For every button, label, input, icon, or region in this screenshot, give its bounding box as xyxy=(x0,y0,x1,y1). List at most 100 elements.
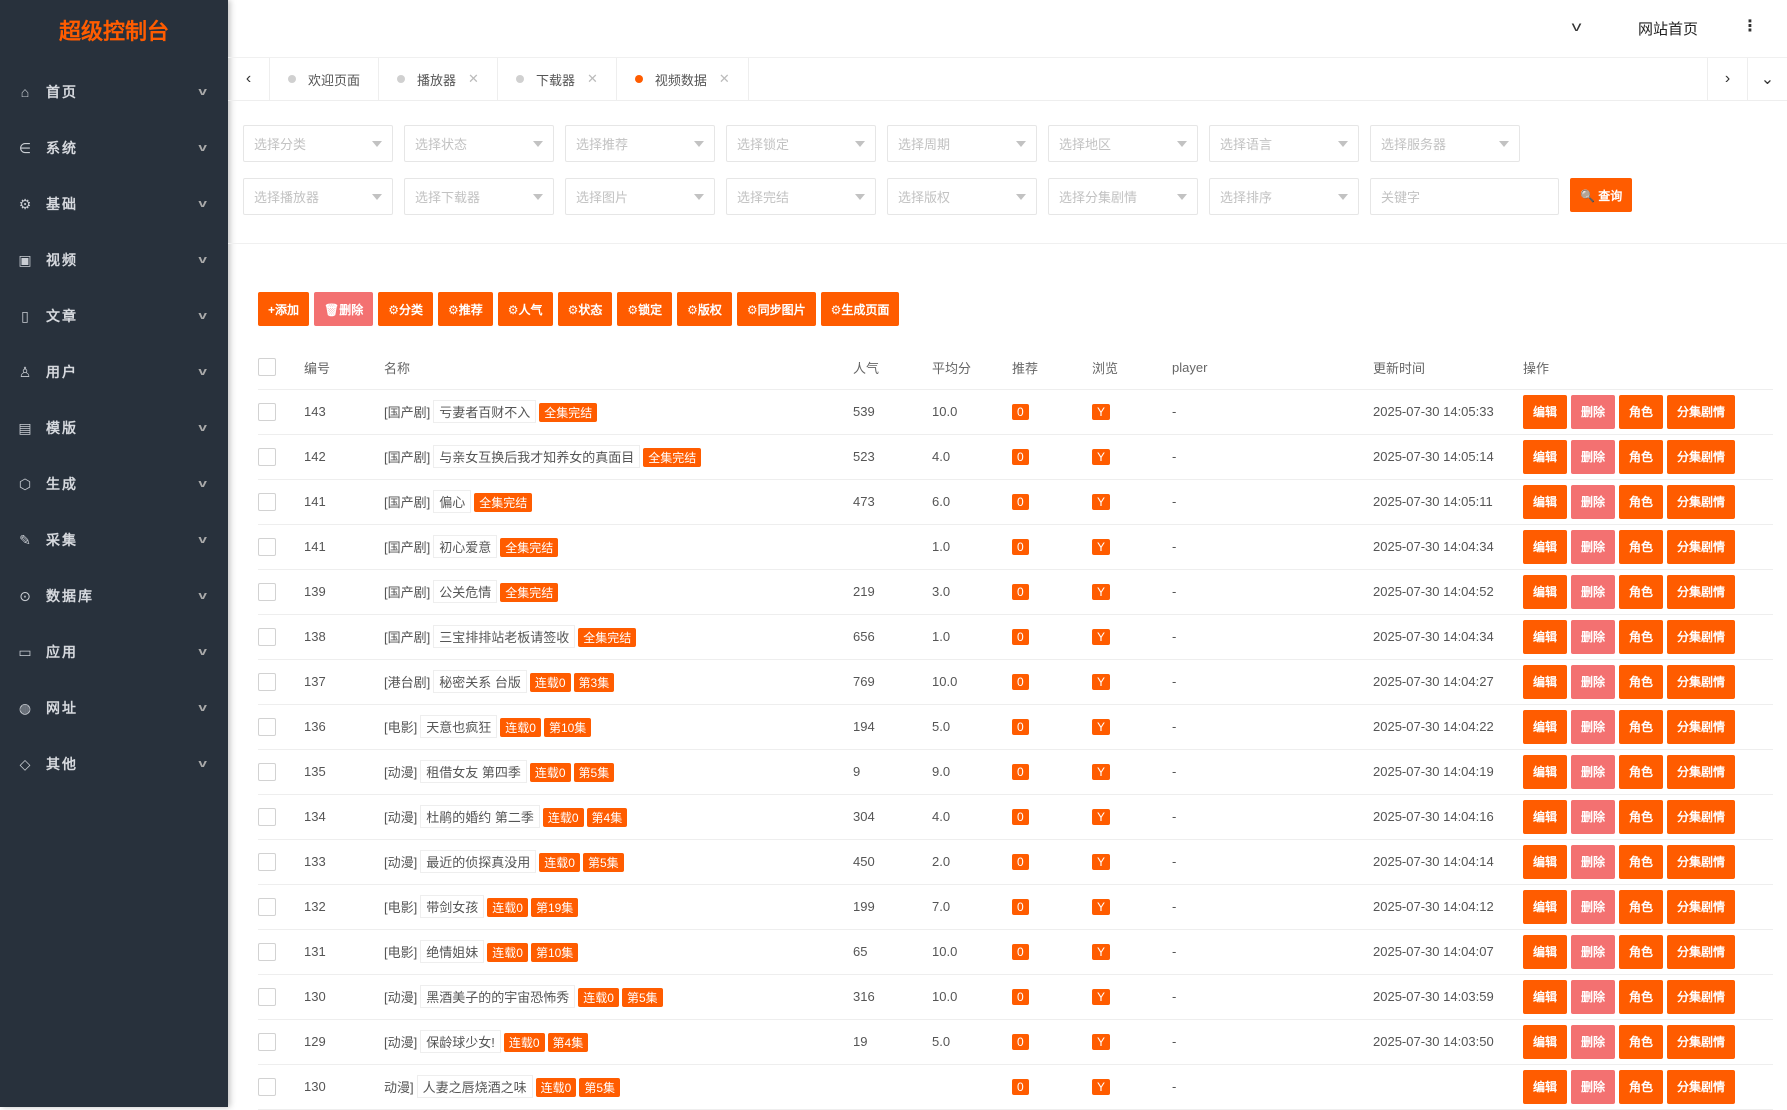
chevron-down-icon[interactable]: v xyxy=(1571,18,1582,34)
sidebar-item[interactable]: ◍ 网址 v xyxy=(0,680,228,736)
tab[interactable]: 播放器 ✕ xyxy=(379,58,498,100)
delete-button[interactable]: 删除 xyxy=(1571,394,1616,429)
recommend-badge[interactable]: 0 xyxy=(1012,853,1029,870)
row-checkbox[interactable] xyxy=(258,897,276,916)
toolbar-button[interactable]: ⚙推荐 xyxy=(438,292,493,326)
delete-button[interactable]: 删除 xyxy=(1571,799,1616,834)
toolbar-button[interactable]: 🗑删除 xyxy=(314,292,374,326)
filter-select[interactable]: 选择推荐 xyxy=(565,125,715,162)
filter-select[interactable]: 选择锁定 xyxy=(726,125,876,162)
edit-button[interactable]: 编辑 xyxy=(1523,664,1568,699)
episodes-button[interactable]: 分集剧情 xyxy=(1667,1069,1736,1104)
filter-select[interactable]: 选择完结 xyxy=(726,178,876,215)
video-name-link[interactable]: 天意也疯狂 xyxy=(420,715,498,738)
row-checkbox[interactable] xyxy=(258,492,276,511)
episodes-button[interactable]: 分集剧情 xyxy=(1667,844,1736,879)
delete-button[interactable]: 删除 xyxy=(1571,574,1616,609)
tab-scroll-right-button[interactable]: › xyxy=(1707,58,1747,100)
role-button[interactable]: 角色 xyxy=(1619,799,1664,834)
edit-button[interactable]: 编辑 xyxy=(1523,979,1568,1014)
delete-button[interactable]: 删除 xyxy=(1571,1024,1616,1059)
edit-button[interactable]: 编辑 xyxy=(1523,934,1568,969)
recommend-badge[interactable]: 0 xyxy=(1012,898,1029,915)
recommend-badge[interactable]: 0 xyxy=(1012,538,1029,555)
episodes-button[interactable]: 分集剧情 xyxy=(1667,979,1736,1014)
video-name-link[interactable]: 亏妻者百财不入 xyxy=(433,400,537,423)
edit-button[interactable]: 编辑 xyxy=(1523,574,1568,609)
delete-button[interactable]: 删除 xyxy=(1571,979,1616,1014)
recommend-badge[interactable]: 0 xyxy=(1012,943,1029,960)
video-name-link[interactable]: 带剑女孩 xyxy=(420,895,485,918)
view-badge[interactable]: Y xyxy=(1092,583,1111,600)
keyword-field[interactable]: 关键字 xyxy=(1370,178,1559,215)
video-name-link[interactable]: 最近的侦探真没用 xyxy=(420,850,537,873)
recommend-badge[interactable]: 0 xyxy=(1012,988,1029,1005)
row-checkbox[interactable] xyxy=(258,807,276,826)
video-name-link[interactable]: 与亲女互换后我才知养女的真面目 xyxy=(433,445,641,468)
episodes-button[interactable]: 分集剧情 xyxy=(1667,889,1736,924)
toolbar-button[interactable]: ⚙同步图片 xyxy=(736,292,816,326)
view-badge[interactable]: Y xyxy=(1092,898,1111,915)
toolbar-button[interactable]: ⚙状态 xyxy=(557,292,613,326)
episodes-button[interactable]: 分集剧情 xyxy=(1667,709,1736,744)
filter-select[interactable]: 选择分类 xyxy=(243,125,393,162)
view-badge[interactable]: Y xyxy=(1092,448,1111,465)
row-checkbox[interactable] xyxy=(258,582,276,601)
video-name-link[interactable]: 三宝排排站老板请签收 xyxy=(433,625,576,648)
toolbar-button[interactable]: ⚙锁定 xyxy=(617,292,673,326)
role-button[interactable]: 角色 xyxy=(1619,1069,1664,1104)
row-checkbox[interactable] xyxy=(258,402,276,421)
role-button[interactable]: 角色 xyxy=(1619,934,1664,969)
sidebar-item[interactable]: ▣ 视频 v xyxy=(0,232,228,288)
edit-button[interactable]: 编辑 xyxy=(1523,529,1568,564)
sidebar-item[interactable]: ⬡ 生成 v xyxy=(0,456,228,512)
row-checkbox[interactable] xyxy=(258,942,276,961)
delete-button[interactable]: 删除 xyxy=(1571,529,1616,564)
row-checkbox[interactable] xyxy=(258,1077,276,1096)
video-name-link[interactable]: 秘密关系 台版 xyxy=(433,670,527,693)
episodes-button[interactable]: 分集剧情 xyxy=(1667,439,1736,474)
toolbar-button[interactable]: ⚙人气 xyxy=(497,292,553,326)
row-checkbox[interactable] xyxy=(258,627,276,646)
select-all-checkbox[interactable] xyxy=(258,358,276,377)
recommend-badge[interactable]: 0 xyxy=(1012,493,1029,510)
role-button[interactable]: 角色 xyxy=(1619,709,1664,744)
episodes-button[interactable]: 分集剧情 xyxy=(1667,799,1736,834)
video-name-link[interactable]: 租借女友 第四季 xyxy=(420,760,527,783)
toolbar-button[interactable]: +添加 xyxy=(258,292,310,326)
recommend-badge[interactable]: 0 xyxy=(1012,628,1029,645)
sidebar-item[interactable]: ⚙ 基础 v xyxy=(0,176,228,232)
sidebar-item[interactable]: ♙ 用户 v xyxy=(0,344,228,400)
toolbar-button[interactable]: ⚙生成页面 xyxy=(820,292,900,326)
role-button[interactable]: 角色 xyxy=(1619,619,1664,654)
row-checkbox[interactable] xyxy=(258,762,276,781)
video-name-link[interactable]: 杜鹃的婚约 第二季 xyxy=(420,805,540,828)
filter-select[interactable]: 选择语言 xyxy=(1209,125,1359,162)
view-badge[interactable]: Y xyxy=(1092,538,1111,555)
edit-button[interactable]: 编辑 xyxy=(1523,619,1568,654)
close-icon[interactable]: ✕ xyxy=(718,71,730,86)
delete-button[interactable]: 删除 xyxy=(1571,844,1616,879)
role-button[interactable]: 角色 xyxy=(1619,484,1664,519)
delete-button[interactable]: 删除 xyxy=(1571,664,1616,699)
toolbar-button[interactable]: ⚙分类 xyxy=(378,292,434,326)
filter-select[interactable]: 选择地区 xyxy=(1048,125,1198,162)
role-button[interactable]: 角色 xyxy=(1619,754,1664,789)
sidebar-item[interactable]: ▭ 应用 v xyxy=(0,624,228,680)
recommend-badge[interactable]: 0 xyxy=(1012,583,1029,600)
role-button[interactable]: 角色 xyxy=(1619,529,1664,564)
role-button[interactable]: 角色 xyxy=(1619,1024,1664,1059)
view-badge[interactable]: Y xyxy=(1092,1078,1111,1095)
edit-button[interactable]: 编辑 xyxy=(1523,709,1568,744)
edit-button[interactable]: 编辑 xyxy=(1523,799,1568,834)
more-vertical-icon[interactable]: ⋮ xyxy=(1742,18,1758,35)
row-checkbox[interactable] xyxy=(258,537,276,556)
delete-button[interactable]: 删除 xyxy=(1571,754,1616,789)
recommend-badge[interactable]: 0 xyxy=(1012,448,1029,465)
filter-select[interactable]: 选择周期 xyxy=(887,125,1037,162)
filter-select[interactable]: 选择状态 xyxy=(404,125,554,162)
delete-button[interactable]: 删除 xyxy=(1571,1069,1616,1104)
row-checkbox[interactable] xyxy=(258,852,276,871)
role-button[interactable]: 角色 xyxy=(1619,664,1664,699)
edit-button[interactable]: 编辑 xyxy=(1523,394,1568,429)
